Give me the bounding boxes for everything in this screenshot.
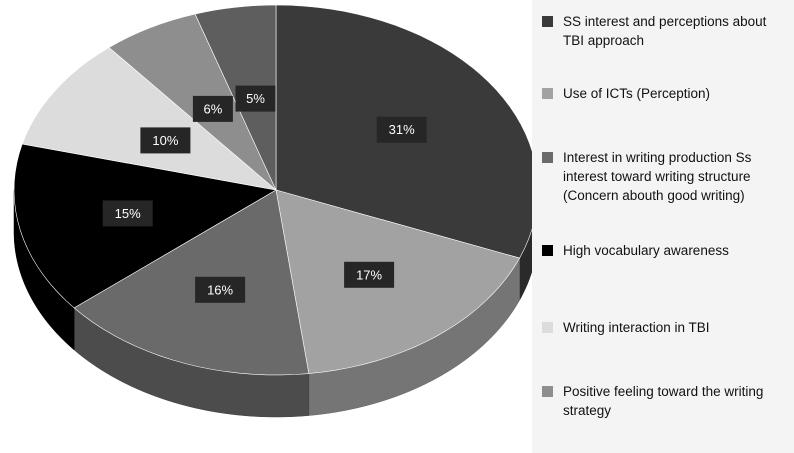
- legend-item-3: High vocabulary awareness: [542, 241, 782, 260]
- pie-chart: 31% 17% 16% 15% 10% 6% 5%: [13, 4, 532, 418]
- legend-swatch-5: [542, 386, 553, 397]
- pie-slice-4: [21, 47, 278, 191]
- legend-swatch-3: [542, 245, 553, 256]
- legend-label-0: SS interest and perceptions about TBI ap…: [563, 14, 767, 48]
- data-label-box-6: [235, 85, 276, 112]
- data-label-2: 16%: [195, 276, 246, 303]
- data-label-box-2: [195, 276, 246, 303]
- data-label-box-3: [102, 200, 153, 227]
- pie-slice-1: [275, 189, 521, 374]
- legend-panel: [532, 0, 794, 453]
- data-label-box-5: [192, 95, 233, 122]
- data-label-box-4: [140, 127, 191, 154]
- legend-label-1: Use of ICTs (Perception): [563, 86, 711, 101]
- legend-item-0: SS interest and perceptions about TBI ap…: [542, 12, 782, 50]
- legend-swatch-1: [542, 88, 553, 99]
- legend-item-1: Use of ICTs (Perception): [542, 84, 782, 103]
- data-label-1: 17%: [344, 261, 395, 288]
- data-label-0: 31%: [376, 116, 427, 143]
- data-label-text-4: 10%: [152, 133, 178, 148]
- data-label-text-0: 31%: [389, 122, 415, 137]
- legend-swatch-4: [542, 322, 553, 333]
- legend-label-4: Writing interaction in TBI: [563, 320, 710, 335]
- legend-item-2: Interest in writing production Ss intere…: [542, 148, 782, 205]
- pie-slice-5: [108, 13, 277, 191]
- legend-item-4: Writing interaction in TBI: [542, 318, 782, 337]
- data-label-5: 6%: [192, 95, 233, 122]
- data-label-text-5: 6%: [204, 101, 223, 116]
- legend-item-5: Positive feeling toward the writing stra…: [542, 382, 782, 420]
- pie-slice-2: [73, 189, 310, 376]
- data-label-box-1: [344, 261, 395, 288]
- data-label-6: 5%: [235, 85, 276, 112]
- data-label-box-0: [376, 116, 427, 143]
- data-label-text-1: 17%: [356, 267, 382, 282]
- legend-label-2: Interest in writing production Ss intere…: [563, 150, 752, 203]
- legend-label-5: Positive feeling toward the writing stra…: [563, 384, 764, 418]
- pie-label-layer: 31% 17% 16% 15% 10% 6% 5%: [102, 85, 427, 303]
- legend-swatch-2: [542, 152, 553, 163]
- pie-top-layer: [13, 4, 532, 376]
- legend-swatch-0: [542, 16, 553, 27]
- data-label-text-3: 15%: [115, 206, 141, 221]
- data-label-text-6: 5%: [246, 91, 265, 106]
- data-label-text-2: 16%: [207, 282, 233, 297]
- legend-label-3: High vocabulary awareness: [563, 243, 729, 258]
- data-label-4: 10%: [140, 127, 191, 154]
- data-label-3: 15%: [102, 200, 153, 227]
